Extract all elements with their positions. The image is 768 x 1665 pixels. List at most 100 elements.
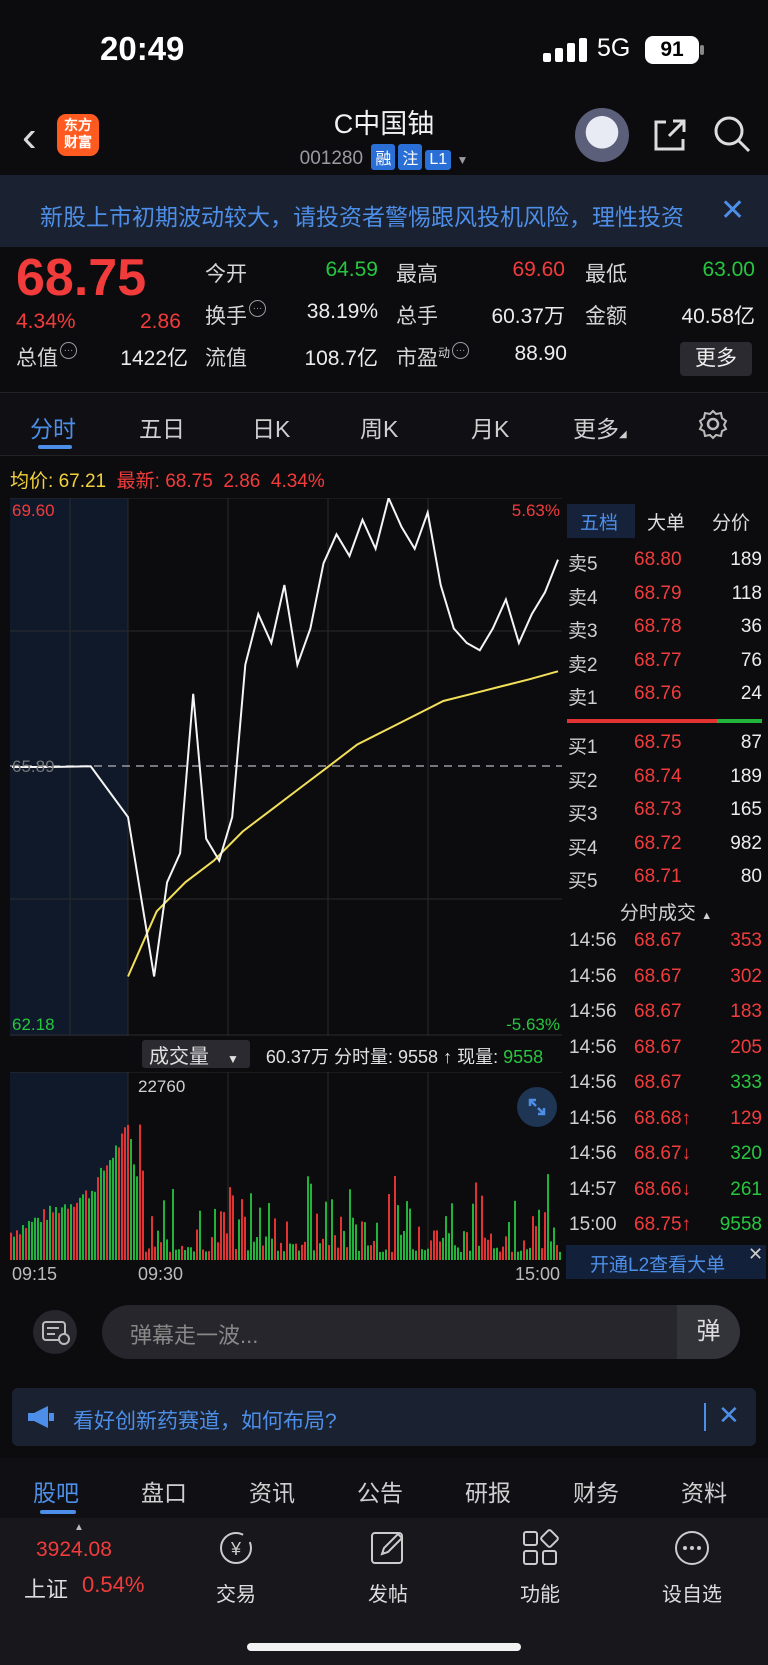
stock-code-row[interactable]: 001280 融注 L1 ▼: [234, 144, 534, 170]
ask-row[interactable]: 卖2 68.77 76: [568, 649, 762, 676]
volume-bar: [178, 1249, 180, 1260]
pct-min-label: -5.63%: [506, 1015, 560, 1034]
volume-bar: [325, 1201, 327, 1260]
danmaku-send-button[interactable]: 弹: [677, 1305, 740, 1359]
bid-row[interactable]: 买3 68.73 165: [568, 799, 762, 825]
tab-intraday[interactable]: 分时: [30, 416, 76, 442]
assistant-avatar[interactable]: [575, 108, 629, 162]
volume-bar: [43, 1209, 45, 1260]
stock-title[interactable]: C中国铀: [333, 109, 435, 139]
tab-monthly-k[interactable]: 月K: [471, 416, 510, 442]
tab-research[interactable]: 研报: [465, 1480, 511, 1506]
tab-guba[interactable]: 股吧: [33, 1480, 79, 1506]
danmaku-input[interactable]: [102, 1305, 740, 1359]
tab-price-distribution[interactable]: 分价: [712, 513, 751, 534]
post-label[interactable]: 发帖: [368, 1584, 408, 1606]
volume-bar: [253, 1241, 255, 1260]
tab-five-day[interactable]: 五日: [139, 416, 185, 442]
volume-bar: [430, 1240, 432, 1260]
ask-row[interactable]: 卖5 68.80 189: [568, 549, 762, 575]
index-value[interactable]: 3924.08: [36, 1538, 112, 1561]
search-icon[interactable]: [712, 114, 752, 154]
change-percent: 4.34%: [16, 310, 76, 333]
post-button[interactable]: [368, 1528, 408, 1573]
volume-bar: [439, 1241, 441, 1260]
tab-five-levels[interactable]: 五档: [580, 513, 619, 534]
home-indicator[interactable]: [247, 1643, 521, 1651]
tab-news[interactable]: 资讯: [249, 1480, 295, 1506]
volume-bar: [247, 1250, 249, 1260]
volume-bar: [229, 1187, 231, 1260]
volume-bar: [463, 1231, 465, 1260]
volume-bar: [40, 1222, 42, 1260]
tab-announcements[interactable]: 公告: [357, 1480, 403, 1506]
volume-bar: [112, 1157, 114, 1260]
tab-more[interactable]: 更多◢: [573, 416, 627, 442]
svg-text:¥: ¥: [230, 1539, 242, 1559]
volume-bar: [358, 1250, 360, 1260]
volume-bar: [334, 1235, 336, 1260]
volume-bar: [160, 1242, 162, 1260]
float-cap-value: 108.7亿: [304, 347, 378, 370]
volume-bar: [16, 1230, 18, 1260]
bid-row[interactable]: 买4 68.72 982: [568, 832, 762, 859]
index-pct[interactable]: 0.54%: [82, 1572, 145, 1597]
promo-text[interactable]: 看好创新药赛道，如何布局?: [73, 1410, 337, 1433]
volume-bar: [94, 1191, 96, 1260]
signal-icon: [543, 38, 587, 62]
volume-chart[interactable]: 22760: [10, 1072, 562, 1260]
trade-icon: ¥: [220, 1532, 252, 1564]
l2-banner-text[interactable]: 开通L2查看大单: [590, 1255, 726, 1276]
tab-weekly-k[interactable]: 周K: [360, 416, 399, 442]
volume-bar: [28, 1220, 30, 1260]
low-value: 63.00: [702, 258, 755, 281]
ask-row[interactable]: 卖3 68.78 36: [568, 616, 762, 642]
add-watchlist-button[interactable]: [672, 1528, 712, 1573]
volume-selector[interactable]: [142, 1040, 250, 1068]
ask-row[interactable]: 卖1 68.76 24: [568, 683, 762, 709]
close-icon[interactable]: ✕: [748, 1244, 764, 1264]
share-icon[interactable]: [651, 116, 689, 154]
tab-big-orders[interactable]: 大单: [647, 513, 686, 534]
ask-row[interactable]: 卖4 68.79 118: [568, 582, 762, 609]
bid-row[interactable]: 买5 68.71 80: [568, 866, 762, 892]
close-icon[interactable]: ✕: [718, 1400, 740, 1430]
tab-finance[interactable]: 财务: [573, 1480, 619, 1506]
volume-bar: [190, 1247, 192, 1260]
promo-banner[interactable]: [12, 1388, 756, 1446]
danmaku-settings-button[interactable]: [33, 1310, 77, 1354]
functions-button[interactable]: [520, 1528, 560, 1573]
intraday-chart[interactable]: 69.60 5.63% 62.18 -5.63% 65.89: [10, 498, 562, 1036]
volume-bar: [457, 1247, 459, 1260]
volume-selector-label[interactable]: 成交量: [149, 1046, 209, 1068]
bid-row[interactable]: 买2 68.74 189: [568, 765, 762, 792]
open-value: 64.59: [325, 258, 378, 281]
tick-trades-title[interactable]: 分时成交 ▲: [619, 903, 713, 924]
volume-bar: [496, 1247, 498, 1260]
back-button[interactable]: ‹: [22, 112, 37, 161]
close-icon[interactable]: ✕: [720, 194, 746, 227]
time-label-start: 09:15: [12, 1264, 58, 1284]
volume-max-label: 22760: [138, 1077, 185, 1096]
bid-row[interactable]: 买1 68.75 87: [568, 732, 762, 758]
volume-bar: [169, 1251, 171, 1260]
trade-button[interactable]: ¥: [215, 1528, 257, 1573]
more-button[interactable]: 更多: [680, 342, 752, 376]
expand-chart-button[interactable]: [517, 1087, 557, 1127]
functions-label[interactable]: 功能: [520, 1584, 560, 1606]
volume-bar: [478, 1245, 480, 1260]
tab-pankou[interactable]: 盘口: [141, 1480, 187, 1506]
dropdown-caret-icon: ▼: [456, 153, 469, 167]
tab-profile[interactable]: 资料: [681, 1480, 727, 1506]
volume-bar: [301, 1244, 303, 1260]
l2-banner[interactable]: [566, 1245, 766, 1279]
index-name[interactable]: 上证: [24, 1577, 69, 1602]
settings-gear-icon[interactable]: [697, 408, 729, 440]
battery-icon: [700, 45, 704, 55]
trade-label[interactable]: 交易: [216, 1584, 256, 1606]
add-watchlist-label[interactable]: 设自选: [662, 1584, 722, 1606]
volume-bar: [202, 1249, 204, 1260]
volume-bar: [397, 1205, 399, 1260]
tab-daily-k[interactable]: 日K: [252, 416, 291, 442]
volume-bar: [541, 1248, 543, 1260]
